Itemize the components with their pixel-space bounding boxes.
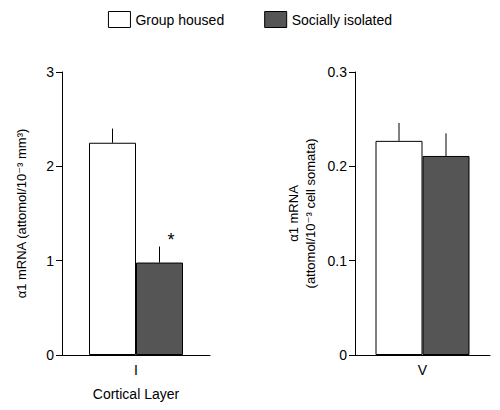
svg-text:*: *: [168, 230, 175, 250]
svg-text:(attomol/10⁻³ cell somata): (attomol/10⁻³ cell somata): [303, 139, 318, 289]
svg-text:2: 2: [46, 158, 54, 174]
svg-text:α1 mRNA: α1 mRNA: [286, 185, 301, 242]
svg-text:Cortical Layer: Cortical Layer: [93, 386, 180, 402]
svg-text:0.3: 0.3: [328, 64, 348, 80]
svg-text:0: 0: [46, 347, 54, 363]
svg-text:0.2: 0.2: [328, 158, 348, 174]
svg-text:Group housed: Group housed: [135, 12, 224, 28]
svg-text:1: 1: [46, 253, 54, 269]
svg-text:3: 3: [46, 64, 54, 80]
svg-text:V: V: [418, 362, 428, 378]
svg-text:0: 0: [339, 347, 347, 363]
svg-text:I: I: [134, 362, 138, 378]
svg-text:α1 mRNA (attomol/10⁻³ mm³): α1 mRNA (attomol/10⁻³ mm³): [14, 129, 29, 299]
svg-text:Socially isolated: Socially isolated: [292, 12, 392, 28]
svg-text:0.1: 0.1: [328, 253, 348, 269]
